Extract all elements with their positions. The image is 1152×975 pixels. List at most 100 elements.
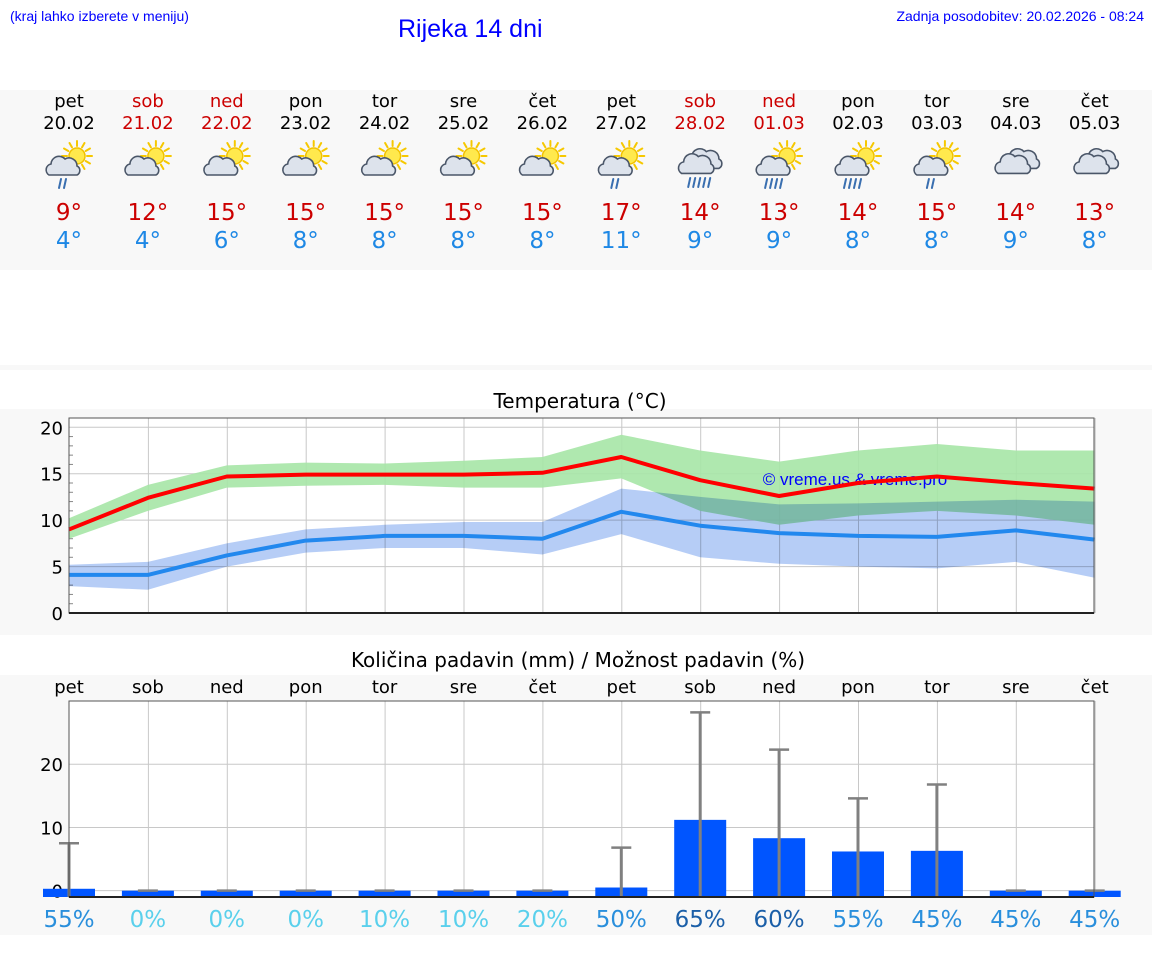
sun-ray (620, 142, 626, 149)
sun-cloud-icon (124, 140, 172, 176)
sun-cloud-drizzle-icon (45, 140, 93, 189)
min-temperature: 4° (56, 228, 82, 254)
day-date: 23.02 (280, 113, 332, 134)
x-category-label: sob (132, 677, 164, 698)
max-temperature: 15° (364, 200, 405, 226)
rain-drop (610, 178, 615, 189)
day-name: tor (924, 91, 950, 112)
sun-ray (536, 147, 543, 152)
precipitation-whisker (611, 846, 632, 897)
cloud-shape (439, 155, 476, 176)
sun-ray (84, 160, 91, 165)
x-category-label: tor (924, 677, 950, 698)
day-name: sre (450, 91, 477, 112)
sun-ray (870, 142, 875, 149)
rain-drop (702, 177, 707, 188)
precipitation-bar (1068, 890, 1121, 897)
sun-ray (226, 142, 231, 149)
rain-drop (764, 178, 769, 189)
cloud-shape (834, 155, 870, 176)
y-tick-label: 10 (40, 818, 63, 839)
cloud-shape (1073, 152, 1111, 175)
precipitation-probability: 45% (1069, 907, 1120, 933)
x-category-label: sre (450, 677, 477, 698)
cloud-shape (45, 155, 81, 176)
day-date: 28.02 (674, 113, 726, 134)
sun-cloud-icon (203, 140, 251, 176)
cloud-shape (994, 152, 1032, 175)
rain-drop (63, 178, 67, 189)
page-title: Rijeka 14 dni (398, 15, 543, 43)
day-date: 22.02 (201, 113, 253, 134)
sun-ray (317, 142, 323, 149)
rain-drop (692, 177, 697, 188)
sun-ray (299, 147, 307, 152)
precipitation-probability: 0% (287, 907, 324, 933)
precipitation-probability: 10% (438, 907, 489, 933)
precipitation-bar (358, 890, 411, 897)
x-category-label: pet (607, 677, 637, 698)
cloud-shape (677, 152, 715, 175)
sun-ray (220, 147, 228, 152)
min-temperature-line (69, 509, 1095, 577)
sun-cloud-icon (518, 140, 567, 176)
rain-drop (707, 177, 712, 188)
min-temperature: 8° (450, 228, 476, 254)
min-temperature: 4° (135, 228, 161, 254)
precipitation-probability: 60% (754, 907, 805, 933)
x-category-label: ned (762, 677, 796, 698)
day-name: pet (607, 91, 637, 112)
max-temperature: 14° (995, 200, 1036, 226)
precipitation-whisker (926, 783, 947, 897)
min-temperature: 9° (1003, 228, 1029, 254)
sun-ray (791, 142, 796, 149)
sun-cloud-rain-icon (755, 140, 804, 189)
sun-cloud-drizzle-icon (913, 140, 961, 189)
sun-ray (857, 142, 862, 149)
sun-ray (794, 160, 802, 165)
y-tick-label: 0 (52, 604, 63, 625)
sun-ray (475, 163, 480, 170)
sun-ray (778, 142, 784, 149)
sun-ray (791, 163, 796, 170)
day-name: pet (54, 91, 84, 112)
rain-drop (843, 178, 847, 189)
x-category-label: ned (210, 677, 244, 698)
sun-ray (63, 147, 70, 152)
cloud-icon (1073, 147, 1120, 175)
separator-band (0, 365, 1152, 370)
sun-ray (773, 147, 780, 152)
max-temperature: 15° (206, 200, 247, 226)
day-name: sre (1002, 91, 1029, 112)
cloud-shape (203, 155, 239, 176)
sun-ray (479, 147, 486, 152)
max-temperature: 15° (285, 200, 326, 226)
sun-ray (317, 163, 323, 170)
x-category-label: čet (1081, 677, 1109, 698)
cloud-shape (124, 155, 160, 176)
max-temperature: 12° (128, 200, 169, 226)
sun-ray (242, 160, 249, 165)
y-tick-label: 15 (40, 465, 63, 486)
sun-ray (81, 163, 86, 170)
sun-ray (948, 142, 954, 149)
min-temperature: 6° (214, 228, 240, 254)
last-updated: Zadnja posodobitev: 20.02.2026 - 08:24 (896, 8, 1144, 24)
sun-ray (479, 160, 486, 165)
sun-ray (930, 147, 938, 152)
max-temperature: 15° (443, 200, 484, 226)
sun-ray (558, 160, 565, 165)
rain-drop (774, 178, 779, 189)
sun-ray (400, 147, 407, 152)
max-temperature: 9° (56, 200, 82, 226)
sun-ray (948, 163, 954, 170)
cloud-icon (994, 147, 1041, 175)
rain-drop (848, 178, 852, 189)
min-temperature: 11° (601, 228, 642, 254)
sun-ray (475, 142, 480, 149)
